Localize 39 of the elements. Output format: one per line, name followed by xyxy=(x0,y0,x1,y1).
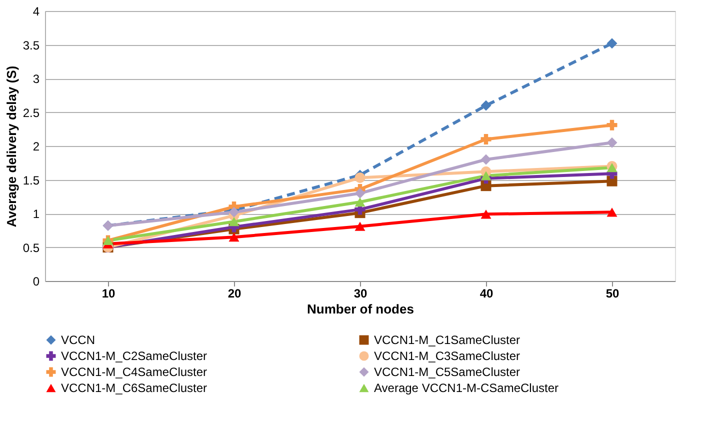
y-tick-label: 3.5 xyxy=(22,38,40,52)
y-tick-label: 0.5 xyxy=(22,240,40,255)
legend-label: VCCN1-M_C5SameCluster xyxy=(374,365,520,379)
point xyxy=(354,222,366,231)
legend-label: Average VCCN1-M-CSameCluster xyxy=(374,381,559,395)
y-tick-label: 2.5 xyxy=(22,106,40,120)
legend-label: VCCN xyxy=(61,333,96,347)
x-tick-label: 50 xyxy=(606,286,620,300)
y-tick-label: 4 xyxy=(32,4,40,18)
point xyxy=(354,172,366,183)
point xyxy=(480,210,492,219)
point xyxy=(354,188,366,198)
y-tick-label: 1 xyxy=(32,207,40,221)
point xyxy=(480,134,492,144)
point xyxy=(228,232,240,242)
point xyxy=(606,137,618,148)
x-tick-label: 40 xyxy=(480,286,494,300)
y-tick-label: 1.5 xyxy=(22,173,40,188)
point xyxy=(480,154,492,165)
y-tick-label: 0 xyxy=(32,274,40,288)
point xyxy=(606,120,618,130)
point xyxy=(606,208,618,217)
legend-label: VCCN1-M_C3SameCluster xyxy=(374,349,520,363)
legend-label: VCCN1-M_C6SameCluster xyxy=(61,381,208,395)
x-axis-title: Number of nodes xyxy=(307,302,414,316)
legend-label: VCCN1-M_C2SameCluster xyxy=(61,349,208,363)
point xyxy=(480,100,492,111)
point xyxy=(606,38,618,49)
y-tick-label: 3 xyxy=(32,72,40,86)
point xyxy=(354,197,366,207)
point xyxy=(228,217,240,226)
x-tick-label: 30 xyxy=(354,286,368,300)
point xyxy=(480,171,492,180)
x-tick-label: 20 xyxy=(228,286,242,300)
legend-label: VCCN1-M_C4SameCluster xyxy=(61,365,208,379)
y-tick-label: 2 xyxy=(32,140,40,154)
y-axis-title: Average delivery delay (S) xyxy=(4,66,19,228)
legend-label: VCCN1-M_C1SameCluster xyxy=(374,333,520,347)
x-tick-label: 10 xyxy=(102,286,116,300)
